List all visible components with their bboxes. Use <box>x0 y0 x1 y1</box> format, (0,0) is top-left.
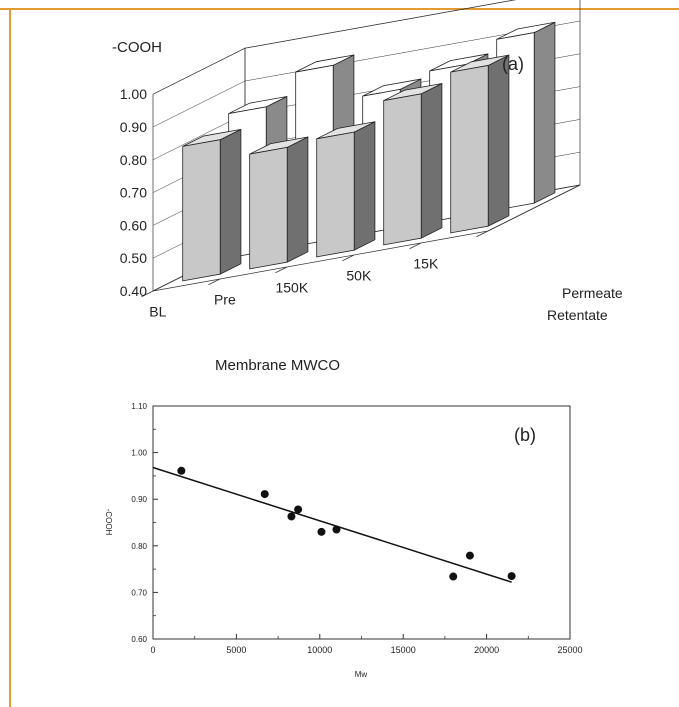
chart-a-panel-label: (a) <box>502 54 524 74</box>
x-tick-label: 15000 <box>391 645 416 655</box>
y-tick-label: 0.90 <box>131 495 147 504</box>
x-tick-label: 25000 <box>557 645 582 655</box>
panel-a-3d-bar-chart: 0.40 0.50 0.60 0.70 0.80 0.90 1.00 BL Pre 150K 50… <box>112 0 623 374</box>
y-tick-label: 0.60 <box>131 635 147 644</box>
y-tick-label: 0.70 <box>131 588 147 597</box>
x-tick-label: 5000 <box>226 645 246 655</box>
x-tick-mark <box>141 290 154 298</box>
data-point <box>332 525 341 534</box>
x-tick-label: 0 <box>150 645 155 655</box>
data-point <box>177 466 186 475</box>
y-tick-label: 0.60 <box>120 217 147 233</box>
chart-a-title: -COOH <box>112 39 162 56</box>
figure-frame <box>0 8 679 707</box>
data-point <box>465 551 474 560</box>
data-point <box>287 512 296 521</box>
x-tick-label: 15K <box>413 255 439 271</box>
y-tick-label: 0.70 <box>120 185 147 201</box>
x-tick-label: 10000 <box>307 645 332 655</box>
depth-axis <box>487 184 581 232</box>
y-tick-label: 0.80 <box>120 152 147 168</box>
y-tick-label: 1.00 <box>131 449 147 458</box>
y-tick-label: 0.90 <box>120 119 147 135</box>
x-tick-mark <box>275 266 288 274</box>
data-point <box>260 490 269 499</box>
chart-a-bars <box>182 21 556 282</box>
chart-a-x-axis-label: Membrane MWCO <box>215 357 340 374</box>
x-tick-mark <box>409 242 422 250</box>
bar-retentate-15k <box>450 54 510 234</box>
x-tick-label: 20000 <box>474 645 499 655</box>
y-gridline <box>152 20 581 128</box>
data-point <box>507 572 516 581</box>
chart-a-x-tick-labels: BL Pre 150K 50K 15K <box>149 255 439 319</box>
x-tick-label: 50K <box>346 267 372 283</box>
data-point <box>317 527 326 536</box>
chart-b-points <box>177 466 516 581</box>
regression-line <box>152 466 512 583</box>
x-tick-label: BL <box>149 303 166 319</box>
x-tick-mark <box>208 278 221 286</box>
data-point <box>449 572 458 581</box>
y-gridline <box>152 0 516 95</box>
bar-retentate-150k <box>316 121 376 258</box>
y-tick-label: 1.00 <box>120 86 147 102</box>
x-tick-mark <box>342 254 355 262</box>
y-tick-label: 0.80 <box>131 542 147 551</box>
bar-retentate-pre <box>249 136 309 270</box>
x-tick-label: Pre <box>214 291 236 307</box>
y-tick-label: 1.10 <box>131 402 147 411</box>
bar-retentate-50k <box>383 82 443 246</box>
x-tick-mark <box>476 230 489 238</box>
data-point <box>294 505 303 514</box>
chart-b-ticks: 0 5000 10000 15000 20000 25000 0.60 0.70 0.80 0.9… <box>131 402 582 655</box>
chart-b-fit-line <box>152 466 512 583</box>
x-tick-label: 150K <box>275 279 308 295</box>
chart-b-plot-frame <box>152 405 571 640</box>
chart-a-depth-label-permeate: Permeate <box>562 285 623 301</box>
chart-a-y-tick-labels: 0.40 0.50 0.60 0.70 0.80 0.90 1.00 <box>120 86 147 299</box>
bar-retentate-bl <box>182 128 242 282</box>
panel-b-scatter-chart: 0 5000 10000 15000 20000 25000 0.60 0.70 0.80 0.9… <box>104 402 583 679</box>
y-tick-label: 0.50 <box>120 250 147 266</box>
chart-b-panel-label: (b) <box>514 425 536 445</box>
chart-b-x-axis-label: Mw <box>355 670 368 679</box>
chart-b-y-axis-label: -COOH <box>104 509 113 536</box>
chart-a-depth-label-retentate: Retentate <box>547 307 608 323</box>
y-tick-label: 0.40 <box>120 283 147 299</box>
